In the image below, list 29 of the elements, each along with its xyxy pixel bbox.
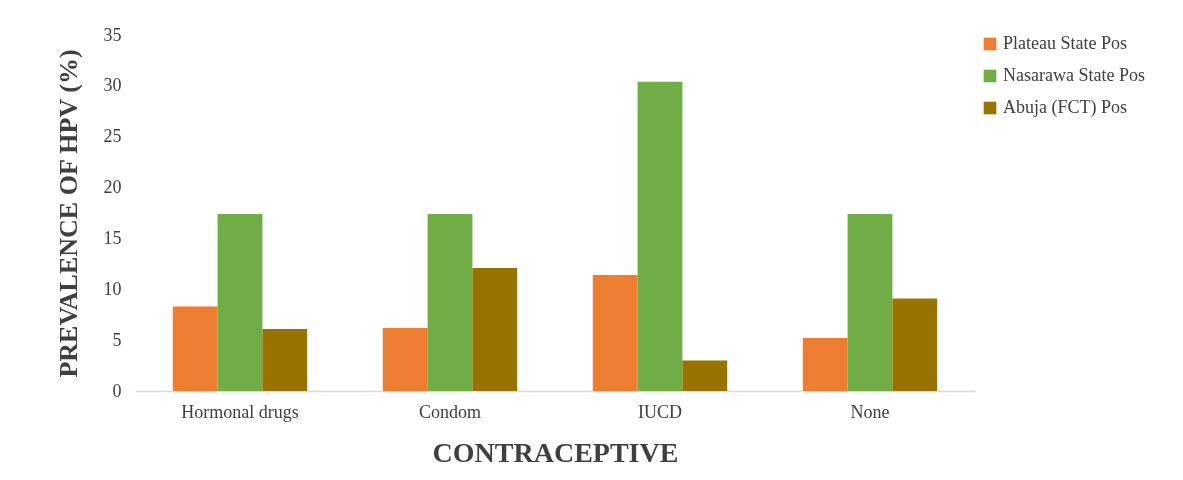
y-axis-title: PREVALENCE OF HPV (%)	[53, 49, 83, 378]
bar	[382, 327, 428, 391]
bar	[262, 328, 308, 391]
y-tick-label: 0	[112, 380, 122, 401]
x-axis-title: CONTRACEPTIVE	[432, 436, 679, 468]
legend-label: Nasarawa State Pos	[1003, 65, 1145, 85]
bar	[427, 214, 473, 391]
bar	[472, 267, 518, 391]
x-tick-label: IUCD	[638, 401, 682, 422]
y-tick-label: 10	[103, 278, 122, 299]
bar	[682, 360, 728, 391]
y-tick-label: 25	[103, 126, 122, 147]
x-tick-label: Condom	[418, 401, 482, 422]
bar	[847, 214, 893, 391]
y-tick-label: 15	[103, 227, 122, 248]
legend-label: Plateau State Pos	[1003, 33, 1127, 53]
bar	[802, 338, 848, 391]
x-tick-label: None	[850, 401, 890, 422]
bar	[592, 275, 638, 391]
y-tick-label: 20	[103, 177, 122, 198]
legend-label: Abuja (FCT) Pos	[1003, 97, 1128, 118]
bar	[892, 298, 938, 391]
x-tick-label: Hormonal drugs	[181, 401, 299, 422]
bar	[217, 214, 263, 391]
y-tick-label: 5	[112, 329, 122, 350]
bar	[172, 306, 218, 391]
y-tick-label: 30	[103, 75, 122, 96]
bar	[637, 81, 683, 391]
y-tick-label: 35	[103, 24, 122, 45]
